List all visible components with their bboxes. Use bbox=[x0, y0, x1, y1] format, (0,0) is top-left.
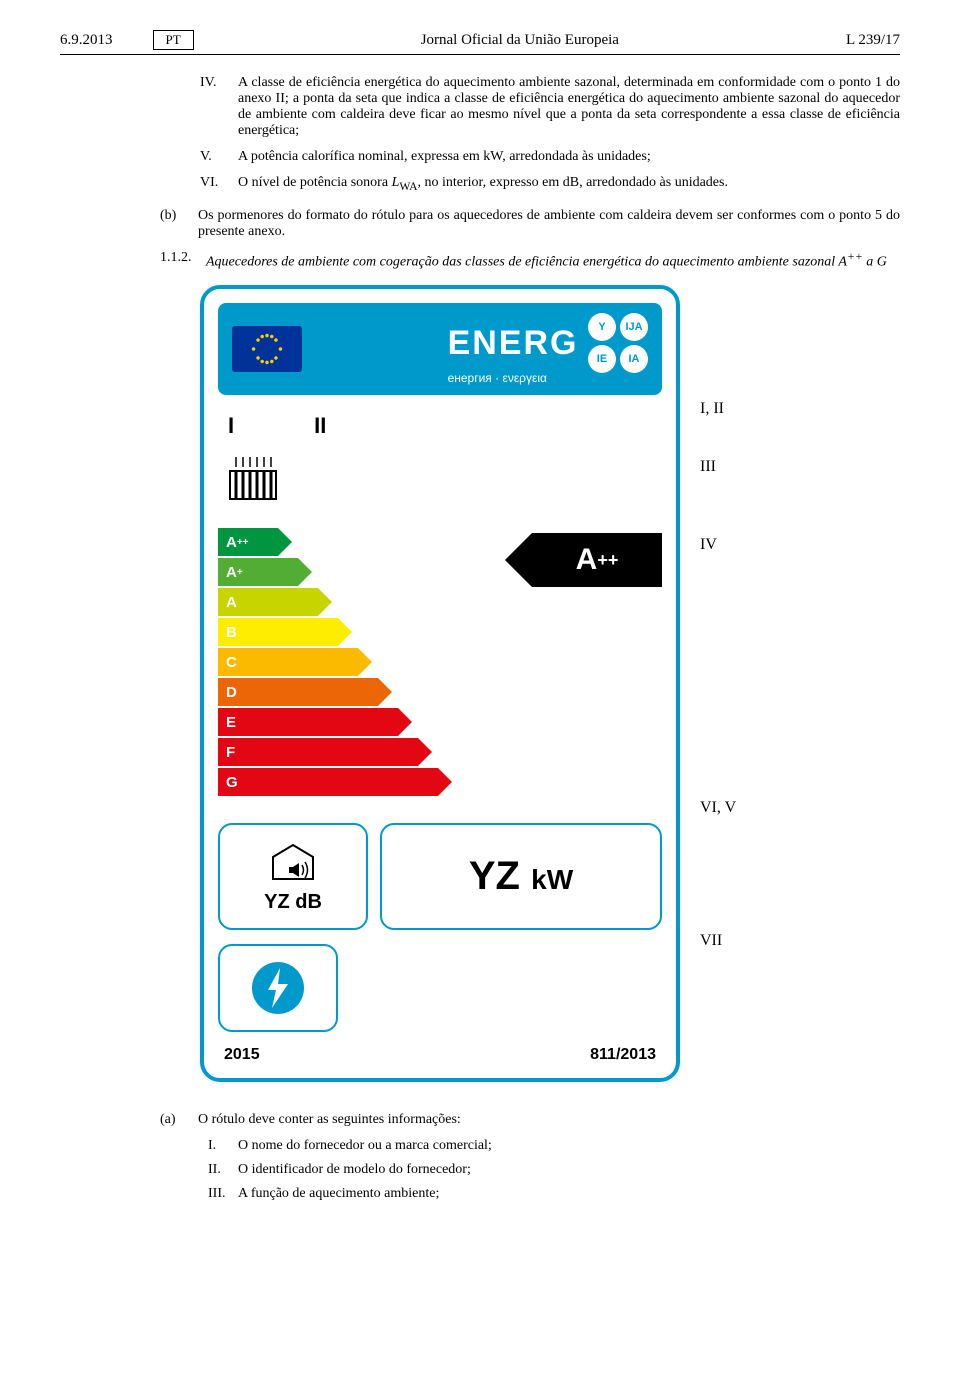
supplier-name: I bbox=[228, 413, 234, 439]
marker-v: V. bbox=[200, 149, 230, 165]
callout-6-5: VI, V bbox=[700, 799, 760, 817]
label-header: ENERG Y IJA IE IA енергия · ενεργεια bbox=[218, 303, 662, 395]
page-header: 6.9.2013 PT Jornal Oficial da União Euro… bbox=[60, 30, 900, 55]
radiator-icon bbox=[218, 457, 662, 506]
marker-footer-ii: II. bbox=[208, 1162, 230, 1178]
marker-a: (a) bbox=[160, 1112, 190, 1128]
marker-iv: IV. bbox=[200, 75, 230, 139]
class-arrow: E bbox=[218, 708, 502, 736]
para-iv: A classe de eficiência energética do aqu… bbox=[238, 75, 900, 139]
para-b: Os pormenores do formato do rótulo para … bbox=[198, 208, 900, 240]
callout-4: IV bbox=[700, 536, 760, 554]
footer-list: (a) O rótulo deve conter as seguintes in… bbox=[160, 1112, 900, 1202]
electricity-box bbox=[218, 944, 338, 1032]
energy-title: ENERG Y IJA IE IA енергия · ενεργεια bbox=[448, 313, 648, 385]
class-arrow: A bbox=[218, 588, 502, 616]
class-arrow: A++ bbox=[218, 528, 502, 556]
power-value: YZ bbox=[469, 854, 520, 898]
header-journal: Jornal Oficial da União Europeia bbox=[194, 32, 846, 49]
marker-b: (b) bbox=[160, 208, 190, 240]
header-lang: PT bbox=[153, 30, 194, 50]
class-arrow: F bbox=[218, 738, 502, 766]
bottom-boxes: YZ dB YZ kW bbox=[218, 823, 662, 930]
marker-footer-i: I. bbox=[208, 1138, 230, 1154]
callout-7: VII bbox=[700, 932, 760, 950]
label-regulation: 811/2013 bbox=[590, 1046, 656, 1064]
lang-circle: Y bbox=[588, 313, 616, 341]
supplier-model: II bbox=[314, 413, 326, 439]
section-1-1-2: 1.1.2. Aquecedores de ambiente com coger… bbox=[160, 250, 900, 271]
footer-i: O nome do fornecedor ou a marca comercia… bbox=[238, 1138, 492, 1154]
sound-icon bbox=[267, 839, 319, 885]
rating-section: A++A+ABCDEFG A++ bbox=[218, 528, 662, 798]
callouts: I, II III IV VI, V VII bbox=[700, 285, 760, 1082]
label-footer: 2015 811/2013 bbox=[218, 1046, 662, 1064]
label-year: 2015 bbox=[224, 1046, 260, 1064]
energy-label-figure: ENERG Y IJA IE IA енергия · ενεργεια I I… bbox=[60, 285, 900, 1082]
sound-value: YZ dB bbox=[264, 891, 322, 914]
footer-ii: O identificador de modelo do fornecedor; bbox=[238, 1162, 471, 1178]
lang-circle: IA bbox=[620, 345, 648, 373]
lang-circle: IJA bbox=[620, 313, 648, 341]
class-arrow: C bbox=[218, 648, 502, 676]
class-arrow: A+ bbox=[218, 558, 502, 586]
sound-box: YZ dB bbox=[218, 823, 368, 930]
header-date: 6.9.2013 bbox=[60, 32, 113, 49]
para-v: A potência calorífica nominal, expressa … bbox=[238, 149, 651, 165]
class-arrow: D bbox=[218, 678, 502, 706]
eu-flag-icon bbox=[232, 326, 302, 372]
electricity-icon bbox=[250, 960, 306, 1016]
para-vi: O nível de potência sonora LWA, no inter… bbox=[238, 175, 728, 193]
power-box: YZ kW bbox=[380, 823, 662, 930]
footer-a: O rótulo deve conter as seguintes inform… bbox=[198, 1112, 461, 1128]
callout-3: III bbox=[700, 458, 760, 476]
class-arrow: B bbox=[218, 618, 502, 646]
class-arrow: G bbox=[218, 768, 502, 796]
lang-circle: IE bbox=[588, 345, 616, 373]
marker-footer-iii: III. bbox=[208, 1186, 230, 1202]
footer-iii: A função de aquecimento ambiente; bbox=[238, 1186, 439, 1202]
power-unit: kW bbox=[531, 864, 573, 895]
selected-class: A++ bbox=[532, 533, 662, 587]
callout-1-2: I, II bbox=[700, 400, 760, 418]
electricity-row bbox=[218, 944, 662, 1032]
supplier-row: I II bbox=[218, 413, 662, 439]
body-text: IV. A classe de eficiência energética do… bbox=[200, 75, 900, 193]
header-page: L 239/17 bbox=[846, 32, 900, 49]
marker-vi: VI. bbox=[200, 175, 230, 193]
